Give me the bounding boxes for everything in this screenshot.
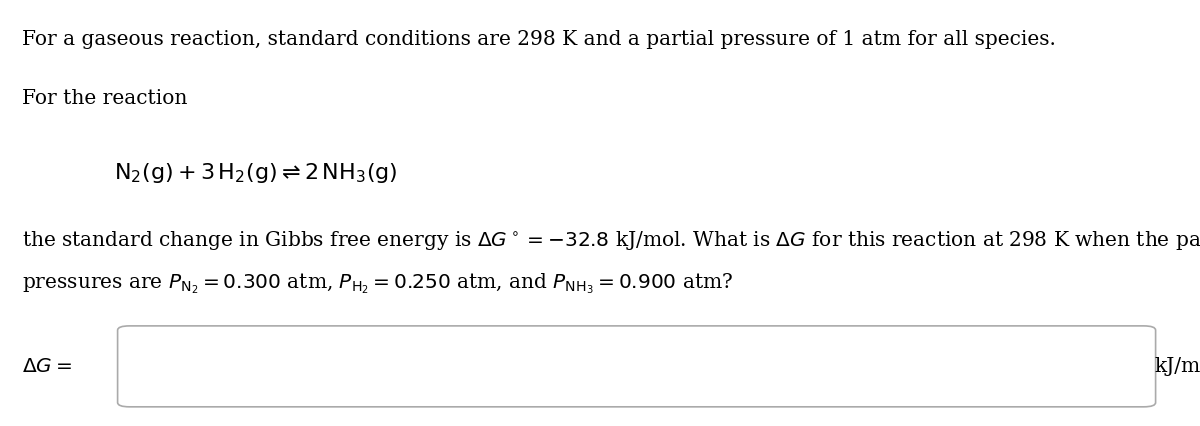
Text: kJ/mol: kJ/mol — [1154, 357, 1200, 376]
FancyBboxPatch shape — [118, 326, 1156, 407]
Text: pressures are $P_{\mathrm{N_2}} = 0.300$ atm, $P_{\mathrm{H_2}} = 0.250$ atm, an: pressures are $P_{\mathrm{N_2}} = 0.300$… — [22, 271, 733, 296]
Text: $\mathrm{N_2(g) + 3\,H_2(g) \rightleftharpoons 2\,NH_3(g)}$: $\mathrm{N_2(g) + 3\,H_2(g) \rightleftha… — [114, 161, 397, 184]
Text: For the reaction: For the reaction — [22, 89, 187, 109]
Text: the standard change in Gibbs free energy is $\Delta G^\circ = {-32.8}$ kJ/mol. W: the standard change in Gibbs free energy… — [22, 229, 1200, 252]
Text: $\Delta G =$: $\Delta G =$ — [22, 357, 72, 376]
Text: For a gaseous reaction, standard conditions are 298 K and a partial pressure of : For a gaseous reaction, standard conditi… — [22, 30, 1056, 49]
